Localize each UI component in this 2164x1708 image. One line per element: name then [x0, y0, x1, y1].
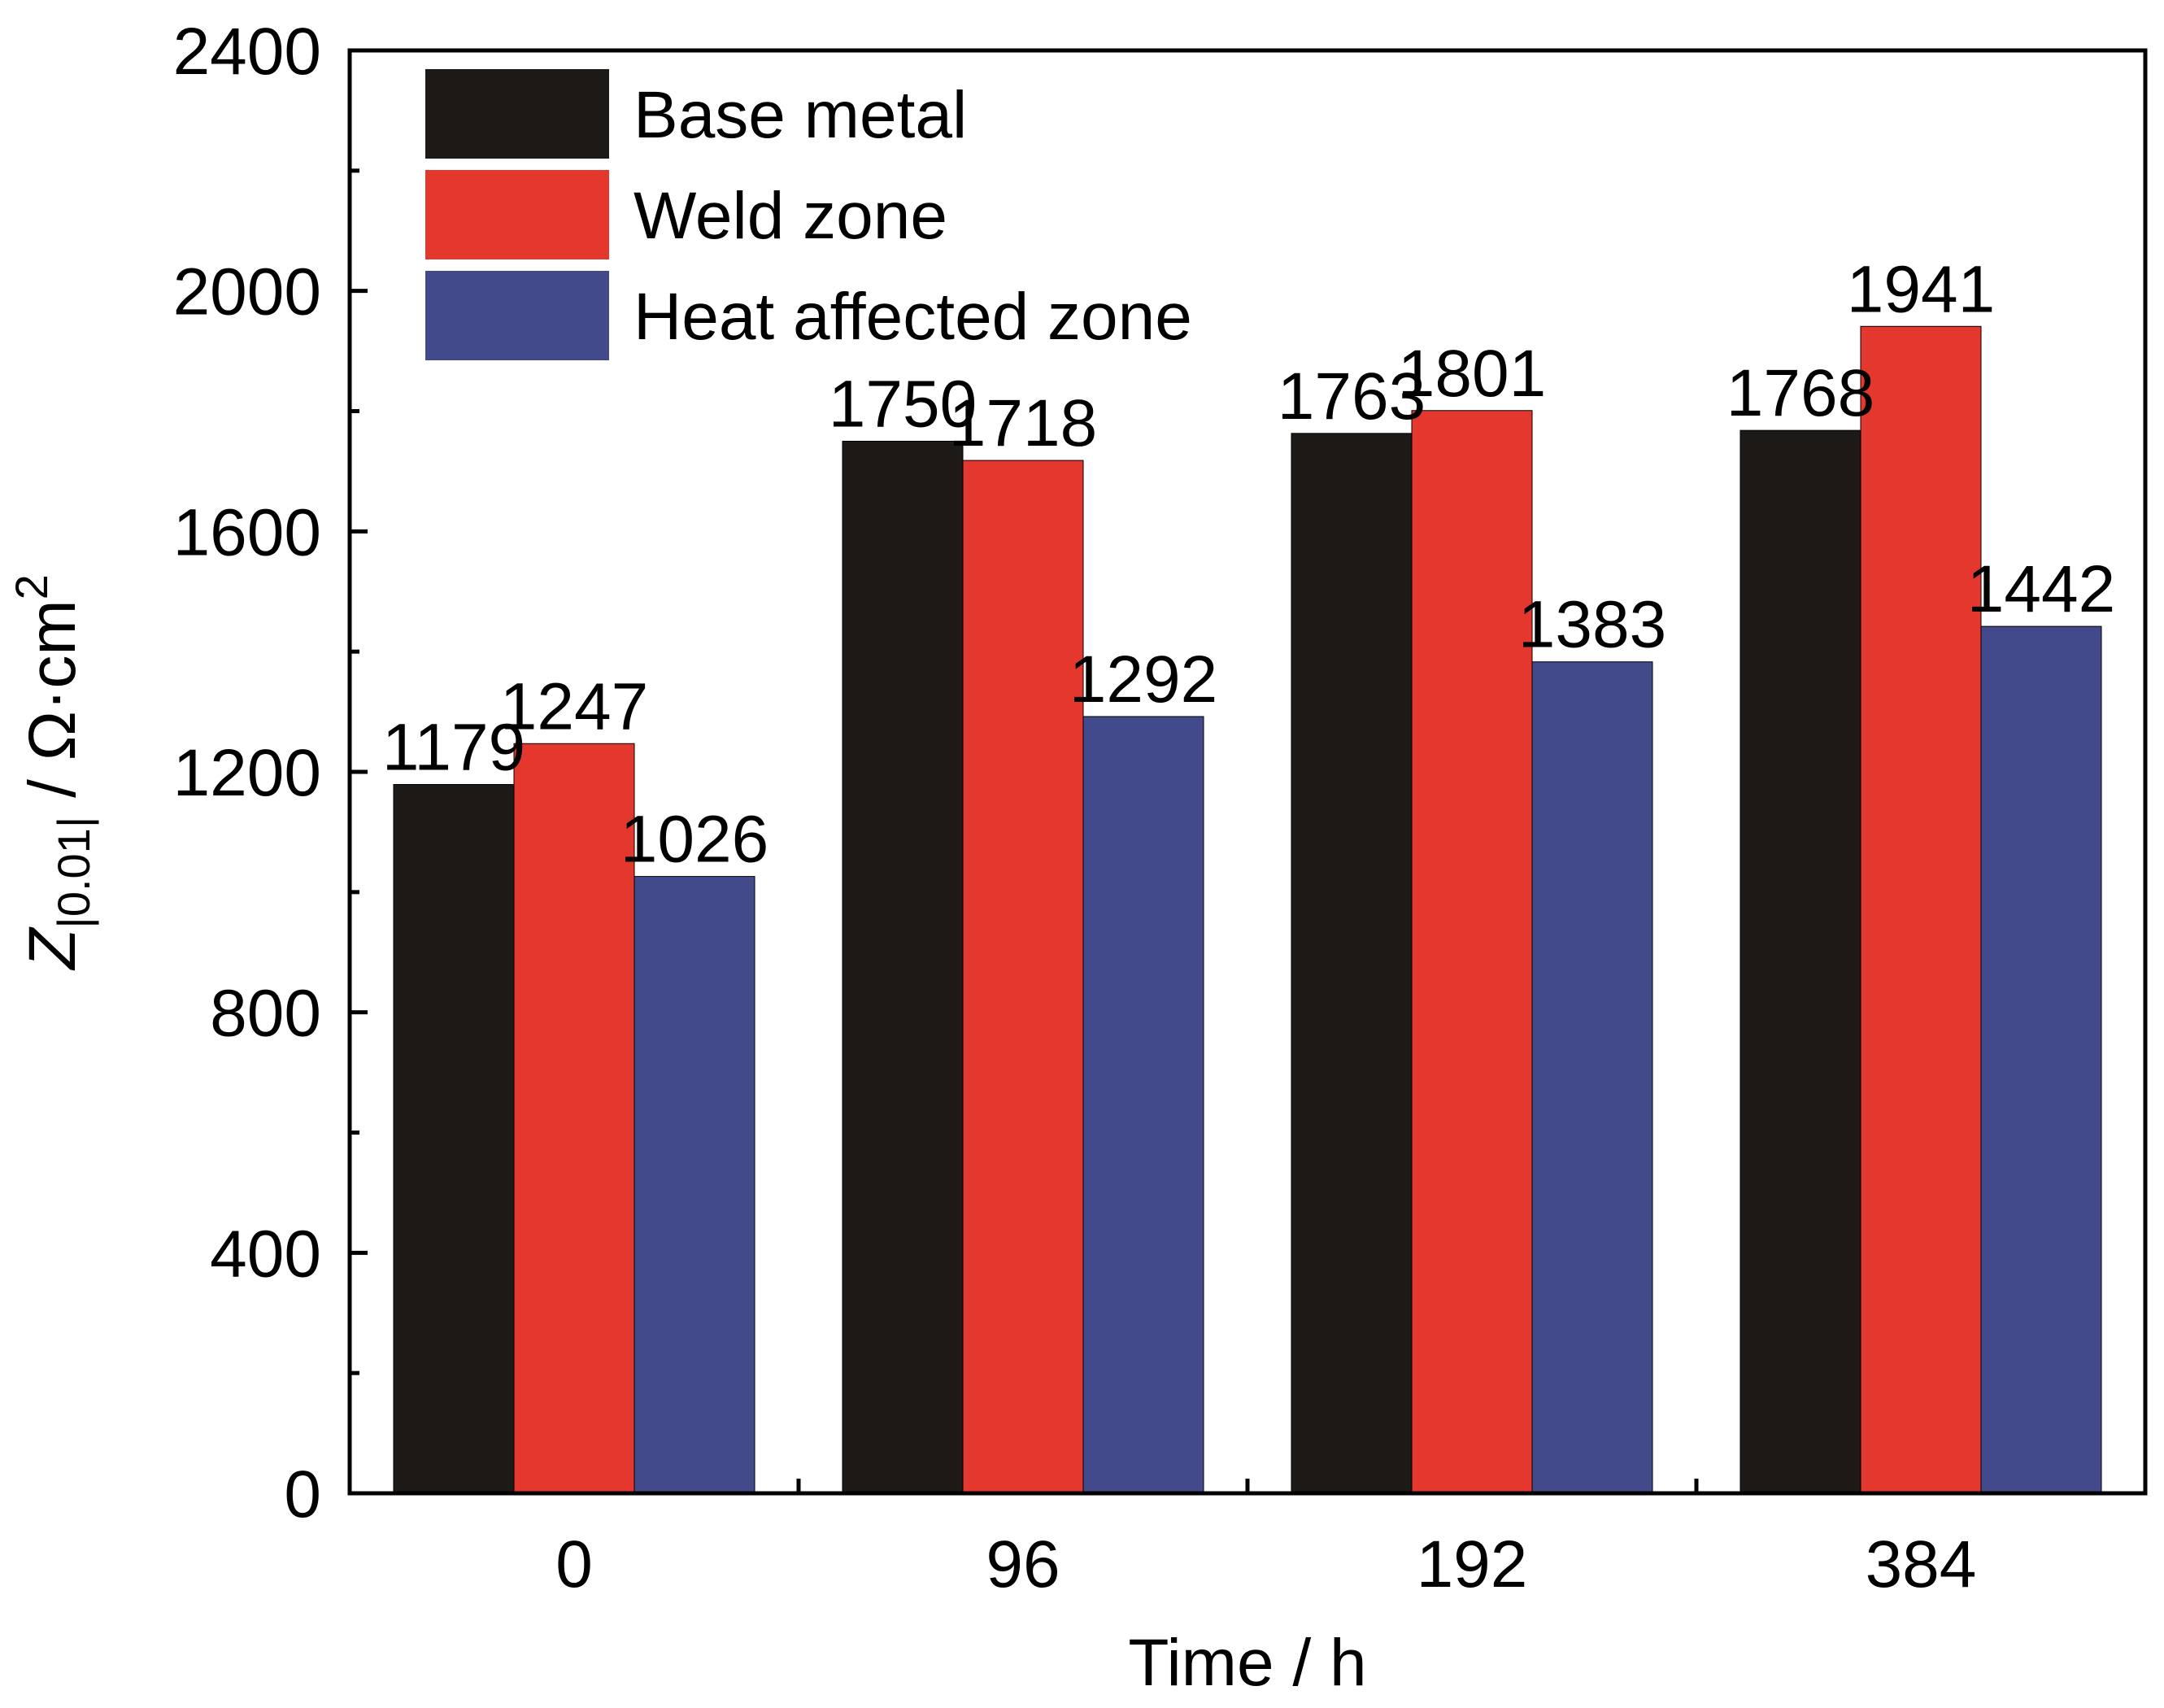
data-label: 1718 — [949, 386, 1097, 460]
bar — [1082, 716, 1204, 1494]
legend-label: Heat affected zone — [634, 280, 1192, 354]
data-label: 1801 — [1398, 337, 1546, 411]
y-axis-title-subscript: |0.01| — [48, 817, 99, 929]
legend: Base metal Weld zone Heat affected zone — [425, 69, 1192, 360]
x-tick-label: 192 — [1417, 1527, 1528, 1601]
bar — [1411, 410, 1533, 1494]
x-axis: 0 96 192 384 — [555, 1479, 1976, 1601]
y-tick-label: 400 — [210, 1217, 321, 1291]
legend-label: Weld zone — [634, 179, 947, 253]
data-label: 1442 — [1967, 552, 2115, 626]
data-label: 1768 — [1726, 356, 1874, 430]
y-axis-title: Z|0.01| / Ω·cm2 — [6, 574, 99, 971]
data-label: 1026 — [620, 803, 769, 877]
y-axis-title-symbol: Z — [15, 926, 89, 971]
y-tick-label: 1200 — [173, 736, 321, 810]
legend-swatch — [425, 271, 609, 360]
x-axis-title: Time / h — [1128, 1626, 1366, 1700]
bar — [962, 460, 1084, 1494]
y-tick-label: 0 — [284, 1457, 321, 1532]
bar — [1980, 625, 2102, 1494]
bars-group — [393, 325, 2102, 1494]
bar — [1531, 661, 1653, 1494]
bar — [1860, 325, 1982, 1494]
y-tick-label: 800 — [210, 977, 321, 1051]
data-label: 1941 — [1847, 252, 1995, 326]
y-tick-label: 2000 — [173, 255, 321, 329]
data-label: 1750 — [829, 367, 977, 441]
y-axis-title-superscript: 2 — [6, 574, 57, 599]
y-axis: 0 400 800 1200 1600 2000 2400 — [173, 15, 368, 1532]
x-tick-label: 0 — [555, 1527, 593, 1601]
y-tick-label: 1600 — [173, 495, 321, 569]
bar — [634, 876, 755, 1494]
data-label: 1247 — [500, 669, 648, 743]
data-label: 1179 — [382, 711, 525, 785]
bar — [1291, 433, 1413, 1494]
legend-swatch — [425, 170, 609, 259]
data-label: 1383 — [1518, 588, 1666, 662]
data-label: 1292 — [1069, 643, 1217, 717]
bar — [513, 743, 635, 1494]
x-tick-label: 384 — [1866, 1527, 1977, 1601]
legend-swatch — [425, 69, 609, 159]
legend-label: Base metal — [634, 78, 967, 152]
bar — [1739, 429, 1861, 1494]
y-tick-label: 2400 — [173, 15, 321, 89]
x-tick-label: 96 — [986, 1527, 1060, 1601]
bar — [842, 440, 964, 1494]
y-axis-title-unit: / Ω·cm — [15, 599, 89, 816]
data-label: 1763 — [1278, 359, 1426, 434]
bar — [393, 784, 515, 1494]
